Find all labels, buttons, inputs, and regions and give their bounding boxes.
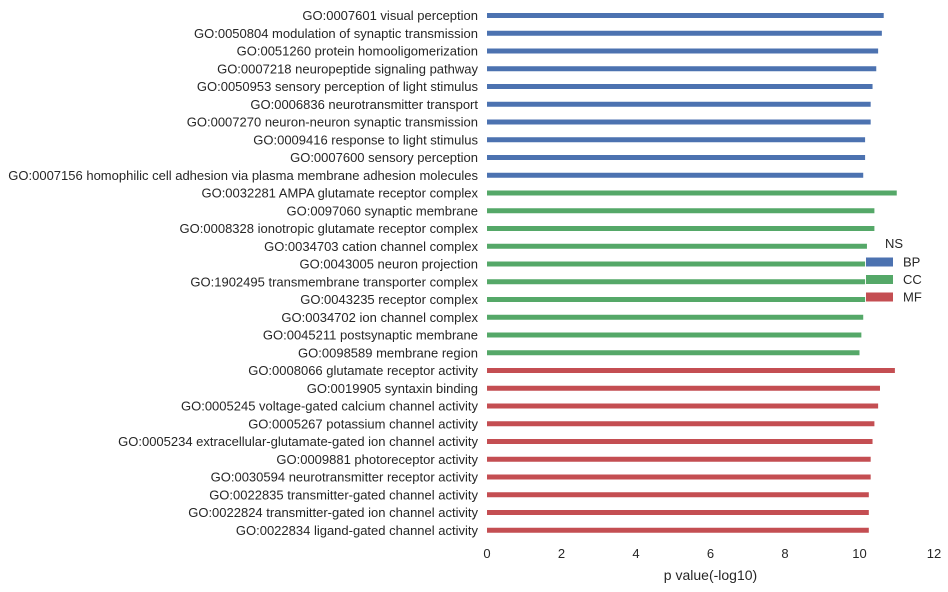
category-label: GO:0009881 photoreceptor activity bbox=[276, 452, 478, 467]
category-label: GO:0008328 ionotropic glutamate receptor… bbox=[180, 221, 479, 236]
category-label: GO:0008066 glutamate receptor activity bbox=[248, 363, 478, 378]
bar bbox=[487, 119, 871, 125]
bar bbox=[487, 332, 862, 338]
category-label: GO:0045211 postsynaptic membrane bbox=[263, 328, 478, 343]
bar bbox=[487, 385, 880, 391]
category-label: GO:0043005 neuron projection bbox=[299, 257, 478, 272]
category-label: GO:0022834 ligand-gated channel activity bbox=[236, 523, 479, 538]
bar bbox=[487, 368, 895, 373]
category-label: GO:0007218 neuropeptide signaling pathwa… bbox=[217, 61, 478, 76]
bar bbox=[487, 48, 879, 54]
category-label: GO:0005245 voltage-gated calcium channel… bbox=[181, 399, 479, 414]
legend-title: NS bbox=[885, 236, 903, 251]
category-label: GO:0030594 neurotransmitter receptor act… bbox=[211, 470, 479, 485]
bar bbox=[487, 403, 879, 409]
category-label: GO:0006836 neurotransmitter transport bbox=[250, 97, 478, 112]
bar bbox=[487, 226, 875, 231]
legend-swatch bbox=[866, 292, 893, 302]
bar bbox=[487, 527, 869, 533]
bar bbox=[487, 84, 873, 89]
x-tick-label: 4 bbox=[632, 546, 639, 561]
bar bbox=[487, 474, 871, 480]
legend-label: CC bbox=[903, 272, 922, 287]
category-label: GO:0007156 homophilic cell adhesion via … bbox=[8, 168, 478, 183]
category-label: GO:0007601 visual perception bbox=[302, 8, 478, 23]
bar bbox=[487, 137, 866, 143]
category-label: GO:0097060 synaptic membrane bbox=[287, 203, 479, 218]
x-axis-title: p value(-log10) bbox=[664, 567, 757, 583]
bar bbox=[487, 279, 866, 285]
x-tick-label: 12 bbox=[927, 546, 941, 561]
bar bbox=[487, 439, 873, 444]
bar bbox=[487, 243, 867, 249]
x-tick-label: 10 bbox=[852, 546, 866, 561]
category-label: GO:0022835 transmitter-gated channel act… bbox=[209, 487, 478, 502]
bar bbox=[487, 208, 875, 214]
category-label: GO:0005267 potassium channel activity bbox=[248, 416, 478, 431]
bar bbox=[487, 190, 897, 196]
bar bbox=[487, 456, 871, 462]
category-label: GO:0007270 neuron-neuron synaptic transm… bbox=[187, 115, 478, 130]
category-label: GO:0032281 AMPA glutamate receptor compl… bbox=[201, 186, 478, 201]
category-label: GO:0022824 transmitter-gated ion channel… bbox=[188, 505, 478, 520]
category-label: GO:0005234 extracellular-glutamate-gated… bbox=[118, 434, 478, 449]
category-label: GO:0007600 sensory perception bbox=[290, 150, 478, 165]
bar bbox=[487, 30, 882, 36]
legend-swatch bbox=[866, 275, 893, 284]
bar bbox=[487, 101, 871, 107]
category-label: GO:0034702 ion channel complex bbox=[281, 310, 478, 325]
x-tick-label: 8 bbox=[781, 546, 788, 561]
category-label: GO:1902495 transmembrane transporter com… bbox=[190, 274, 478, 289]
bar bbox=[487, 66, 877, 72]
bar bbox=[487, 350, 860, 356]
legend-label: MF bbox=[903, 290, 922, 305]
category-label: GO:0050953 sensory perception of light s… bbox=[197, 79, 479, 94]
bar bbox=[487, 510, 869, 515]
x-tick-label: 6 bbox=[707, 546, 714, 561]
legend-label: BP bbox=[903, 255, 920, 270]
category-label: GO:0043235 receptor complex bbox=[300, 292, 478, 307]
bar bbox=[487, 297, 866, 302]
bar bbox=[487, 172, 864, 178]
bar bbox=[487, 314, 864, 320]
bar bbox=[487, 13, 884, 18]
category-label: GO:0050804 modulation of synaptic transm… bbox=[194, 26, 478, 41]
x-tick-label: 0 bbox=[483, 546, 490, 561]
category-label: GO:0019905 syntaxin binding bbox=[307, 381, 478, 396]
category-label: GO:0009416 response to light stimulus bbox=[253, 132, 478, 147]
bar bbox=[487, 261, 866, 267]
x-tick-label: 2 bbox=[558, 546, 565, 561]
bar bbox=[487, 421, 875, 427]
category-label: GO:0034703 cation channel complex bbox=[264, 239, 478, 254]
bar bbox=[487, 492, 869, 498]
category-label: GO:0051260 protein homooligomerization bbox=[237, 44, 478, 59]
bar bbox=[487, 155, 866, 160]
legend-swatch bbox=[866, 257, 893, 267]
category-label: GO:0098589 membrane region bbox=[298, 345, 478, 360]
